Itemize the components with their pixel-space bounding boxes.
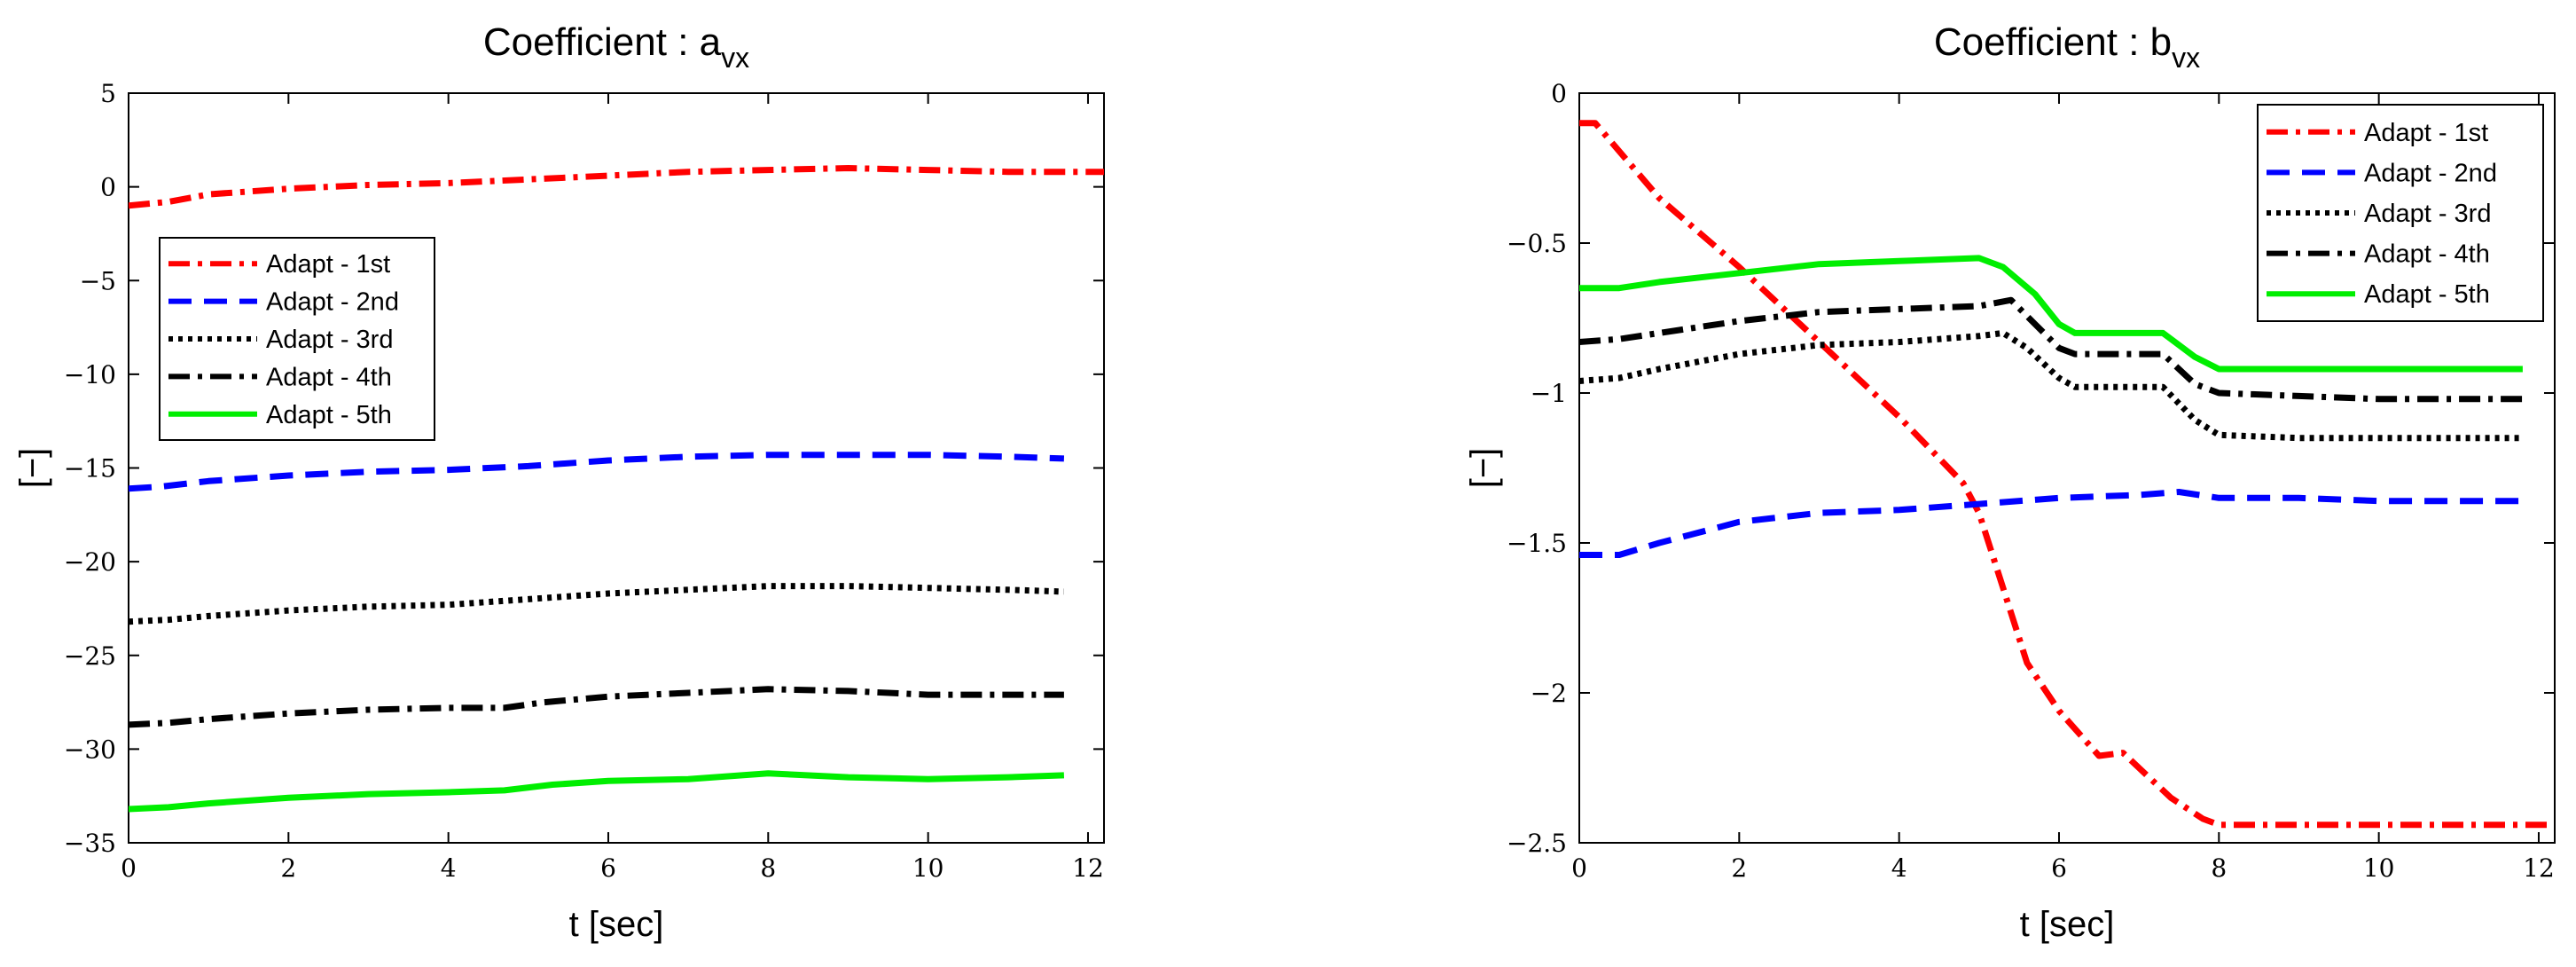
x-tick-label: 12 [2523, 853, 2555, 883]
chart-title-main: Coefficient : a [483, 20, 722, 64]
legend-label: Adapt - 2nd [2364, 159, 2497, 187]
x-tick-label: 4 [1891, 853, 1907, 883]
legend-box [159, 237, 435, 441]
y-tick-label: −35 [64, 829, 116, 858]
series-line-4 [1579, 296, 2523, 403]
y-tick-label: −0.5 [1507, 229, 1567, 258]
y-tick-label: −5 [80, 266, 116, 295]
series-group [1579, 120, 2555, 829]
x-tick-label: 6 [2051, 853, 2067, 883]
y-tick-label: 5 [100, 79, 116, 108]
chart-a-vx: 0 2 4 6 8 10 12 5 0 −5 −10 −15 −20 −25 −30 −35 Coefficie… [13, 20, 1105, 944]
x-tick-label: 8 [2211, 853, 2227, 883]
y-tick-label: 0 [100, 173, 116, 202]
y-tick-label: −2.5 [1507, 829, 1567, 858]
y-tick-label: −20 [64, 547, 116, 577]
plot-area [1578, 92, 2556, 844]
series-line-5 [129, 770, 1065, 813]
plot-area [128, 92, 1105, 844]
y-axis-label: [−] [13, 448, 52, 489]
chart-title-subscript: vx [2172, 42, 2200, 74]
series-line-3 [129, 583, 1065, 625]
legend-label: Adapt - 5th [266, 401, 392, 429]
x-tick-label: 10 [2363, 853, 2395, 883]
series-line-5 [1579, 255, 2523, 373]
y-tick-label: −1 [1531, 379, 1567, 408]
legend: Adapt - 1st Adapt - 2nd Adapt - 3rd Adapt -… [159, 237, 435, 441]
x-axis-label: t [sec] [2020, 905, 2115, 944]
chart-title-subscript: vx [721, 42, 749, 74]
series-line-1 [129, 165, 1104, 209]
y-tick-label: 0 [1551, 79, 1567, 108]
y-tick-label: −1.5 [1507, 529, 1567, 558]
y-tick-label: −2 [1531, 679, 1567, 708]
legend-label: Adapt - 2nd [266, 288, 399, 317]
x-tick-label: 12 [1072, 853, 1104, 883]
y-tick-label: −30 [64, 735, 116, 764]
y-axis: 5 0 −5 −10 −15 −20 −25 −30 −35 [64, 79, 1104, 858]
y-tick-label: −15 [64, 454, 116, 484]
x-tick-label: 10 [912, 853, 944, 883]
x-axis: 0 2 4 6 8 10 12 [1571, 93, 2555, 883]
legend: Adapt - 1st Adapt - 2nd Adapt - 3rd Adapt -… [2257, 104, 2544, 322]
y-tick-label: −10 [64, 360, 116, 389]
legend-label: Adapt - 4th [266, 363, 392, 391]
x-tick-label: 2 [1731, 853, 1747, 883]
legend-label: Adapt - 3rd [266, 326, 393, 354]
x-tick-label: 0 [1571, 853, 1587, 883]
legend-label: Adapt - 5th [2364, 280, 2490, 309]
chart-b-vx: 0 2 4 6 8 10 12 0 −0.5 −1 −1.5 −2 −2.5 Coefficient : … [1464, 20, 2556, 944]
legend-label: Adapt - 1st [2364, 119, 2488, 147]
series-line-2 [1579, 489, 2523, 558]
legend-label: Adapt - 1st [266, 250, 390, 279]
x-axis-label: t [sec] [569, 905, 664, 944]
y-tick-label: −25 [64, 641, 116, 671]
x-tick-label: 4 [441, 853, 457, 883]
series-line-2 [129, 452, 1065, 492]
legend-label: Adapt - 3rd [2364, 200, 2491, 228]
series-group [129, 165, 1104, 813]
x-axis: 0 2 4 6 8 10 12 [121, 93, 1104, 883]
series-line-4 [129, 686, 1064, 728]
chart-title: Coefficient : avx [483, 20, 749, 74]
chart-title: Coefficient : bvx [1934, 20, 2200, 74]
x-tick-label: 8 [760, 853, 776, 883]
legend-label: Adapt - 4th [2364, 240, 2490, 269]
legend-box [2257, 104, 2544, 322]
series-line-3 [1579, 329, 2523, 442]
y-axis: 0 −0.5 −1 −1.5 −2 −2.5 [1507, 79, 2555, 858]
series-line-1 [1579, 120, 2555, 829]
y-axis-label: [−] [1464, 448, 1503, 489]
x-tick-label: 2 [280, 853, 296, 883]
x-tick-label: 6 [600, 853, 616, 883]
chart-title-main: Coefficient : b [1934, 20, 2172, 64]
x-tick-label: 0 [121, 853, 137, 883]
